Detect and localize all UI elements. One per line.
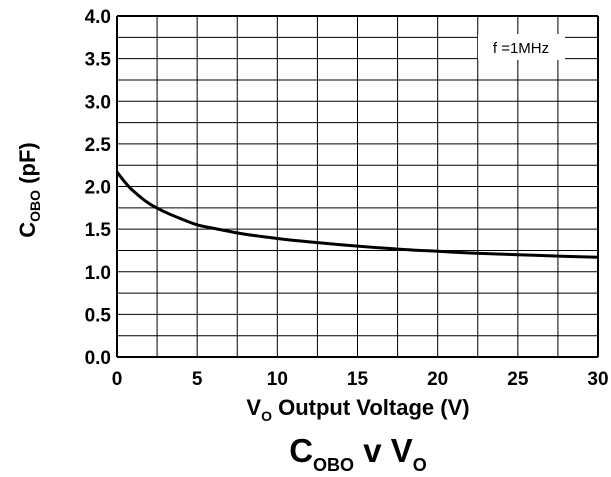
x-tick-label: 5 — [192, 369, 203, 390]
annotation-frequency: f =1MHz — [493, 40, 549, 57]
y-tick-labels: 0.0 0.5 1.0 1.5 2.0 2.5 3.0 3.5 4.0 — [85, 7, 112, 369]
y-tick-label: 1.5 — [85, 220, 112, 241]
x-tick-label: 30 — [587, 369, 608, 390]
x-tick-label: 10 — [267, 369, 288, 390]
y-tick-label: 2.5 — [85, 135, 112, 156]
annotation-box — [478, 34, 565, 60]
y-tick-label: 4.0 — [85, 7, 111, 28]
x-tick-labels: 0 5 10 15 20 25 30 — [112, 369, 609, 390]
x-tick-label: 25 — [507, 369, 529, 390]
x-axis-title: VO Output Voltage (V) — [246, 395, 469, 424]
y-tick-label: 2.0 — [85, 178, 111, 199]
series-line — [115, 171, 599, 259]
grid — [116, 15, 599, 358]
x-tick-label: 0 — [112, 369, 123, 390]
y-tick-label: 0.5 — [85, 305, 112, 326]
y-tick-label: 1.0 — [85, 263, 111, 284]
x-tick-label: 20 — [427, 369, 448, 390]
y-axis-title: COBO (pF) — [15, 142, 43, 237]
chart-title: COBO v VO — [289, 432, 427, 475]
y-tick-label: 3.5 — [85, 50, 112, 71]
x-tick-label: 15 — [347, 369, 369, 390]
y-tick-label: 3.0 — [85, 92, 111, 113]
y-tick-label: 0.0 — [85, 348, 111, 369]
